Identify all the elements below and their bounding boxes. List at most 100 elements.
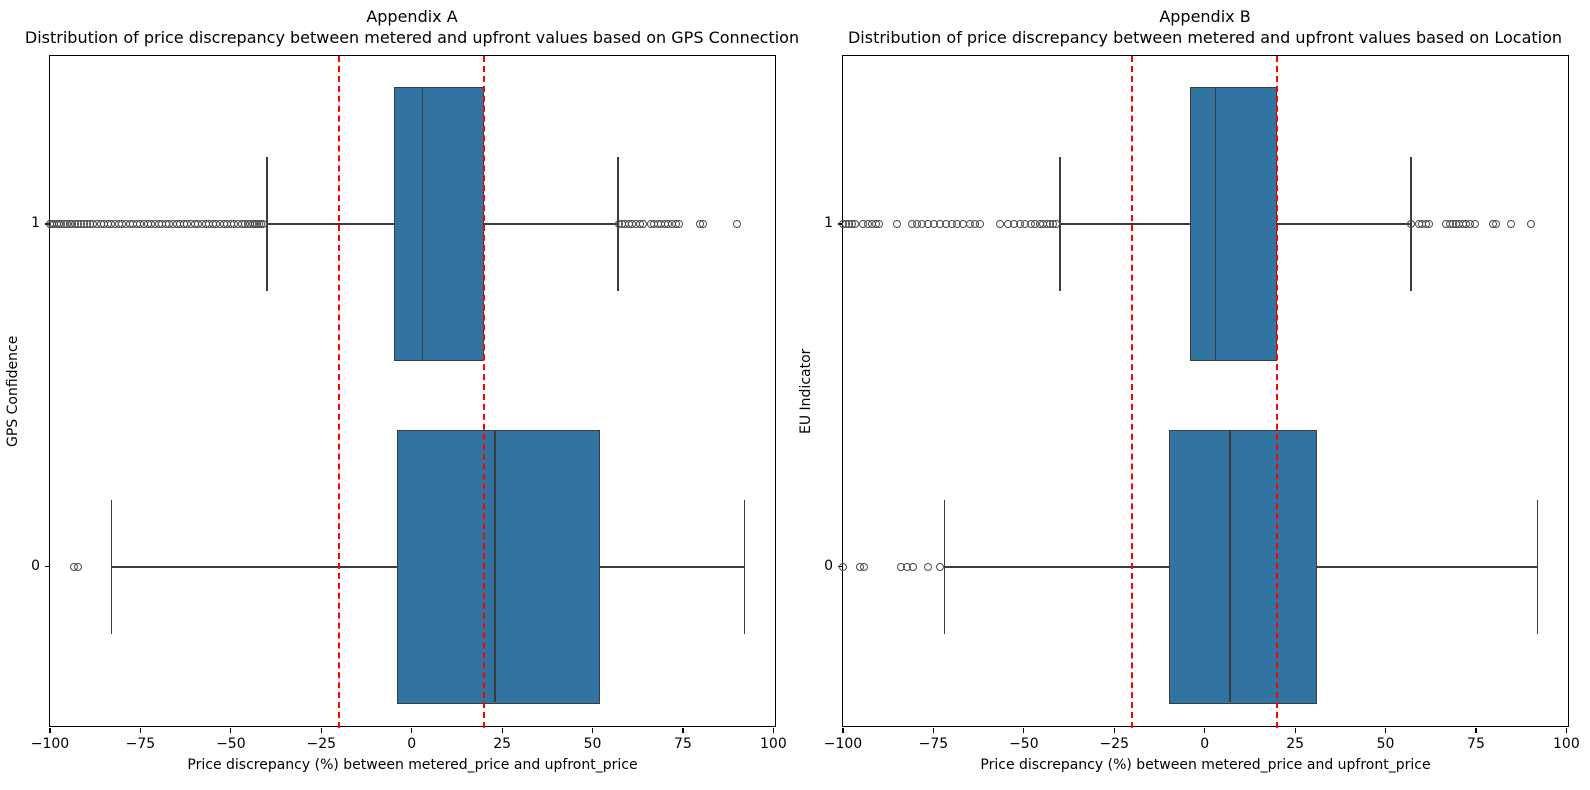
plot-title-line2: Distribution of price discrepancy betwee… [24, 28, 800, 47]
outlier-point [839, 562, 847, 571]
x-tick-label: 75 [1467, 736, 1485, 752]
whisker-low [944, 566, 1169, 568]
outlier-point [1406, 220, 1415, 228]
x-tick [1384, 728, 1387, 733]
x-tick [682, 728, 684, 733]
outlier-point [875, 220, 884, 228]
whisker-low [1060, 223, 1191, 225]
x-axis-label: Price discrepancy (%) between metered_pr… [980, 757, 1431, 773]
x-tick-label: 100 [1553, 736, 1580, 752]
plot-title: Appendix B Distribution of price discrep… [785, 6, 1590, 48]
outlier-point [1051, 220, 1060, 228]
x-tick [411, 728, 413, 733]
x-tick [1204, 728, 1206, 733]
x-tick [501, 728, 503, 733]
plot-title-line2: Distribution of price discrepancy betwee… [847, 28, 1563, 47]
x-tick-label: 25 [1286, 736, 1305, 752]
x-tick-label: 100 [760, 736, 787, 752]
whisker-cap-low [1059, 157, 1061, 291]
plot-title-line1: Appendix A [366, 7, 458, 26]
outlier-point [892, 220, 901, 228]
plot-title: Appendix A Distribution of price discrep… [0, 6, 832, 48]
y-tick-label: 1 [824, 215, 833, 231]
outlier-point [259, 220, 268, 228]
whisker-high [1316, 566, 1538, 568]
outlier-point [733, 220, 742, 228]
whisker-cap-low [110, 500, 113, 634]
x-tick-label: 50 [583, 736, 602, 752]
x-tick [1565, 728, 1567, 733]
outlier-point [935, 562, 944, 571]
box [1168, 429, 1317, 704]
red-dashed-line [1276, 56, 1279, 728]
whisker-high [599, 566, 745, 568]
outlier-point [1526, 220, 1535, 228]
median-line [494, 431, 496, 703]
x-tick [1475, 728, 1477, 733]
whisker-high [1277, 223, 1411, 225]
x-tick-label: 0 [407, 736, 417, 752]
x-tick [320, 728, 322, 733]
y-tick-label: 1 [31, 215, 40, 231]
x-tick-label: −75 [125, 736, 156, 752]
x-tick-label: −50 [1009, 736, 1039, 752]
outlier-point [1507, 220, 1516, 228]
x-tick-label: −75 [918, 736, 949, 752]
x-tick-label: 50 [1376, 736, 1395, 752]
whisker-cap-high [743, 500, 746, 634]
outlier-point [699, 220, 708, 228]
y-axis-label: GPS Confidence [5, 335, 21, 447]
x-tick [772, 728, 774, 733]
box [1190, 86, 1278, 362]
x-tick [1294, 728, 1296, 733]
red-dashed-line [338, 56, 341, 728]
x-tick [230, 728, 232, 733]
x-tick-label: −50 [216, 736, 246, 752]
x-tick-label: 25 [493, 736, 512, 752]
whisker-low [267, 223, 394, 225]
outlier-point [860, 562, 869, 571]
median-line [1214, 88, 1217, 360]
x-axis-label: Price discrepancy (%) between metered_pr… [187, 757, 638, 773]
outlier-point [74, 562, 83, 571]
x-tick-label: 75 [674, 736, 692, 752]
outlier-point [850, 220, 859, 228]
x-tick-label: −100 [823, 736, 863, 752]
red-dashed-line [483, 56, 486, 728]
y-tick-label: 0 [31, 557, 40, 574]
outlier-point [909, 562, 918, 571]
x-tick-label: −100 [30, 736, 70, 752]
plot-title-line1: Appendix B [1159, 7, 1251, 26]
y-axis-label: EU Indicator [798, 348, 814, 434]
median-line [421, 88, 424, 360]
x-tick [842, 728, 844, 733]
box [397, 429, 600, 704]
outlier-point [1470, 220, 1479, 228]
outlier-point [1424, 220, 1433, 228]
median-line [1229, 431, 1231, 703]
x-tick [1113, 728, 1115, 733]
x-tick-label: 0 [1200, 736, 1210, 752]
plot-area: −100 −75 −50 −25 0 25 50 75 100 1 0 [824, 55, 1580, 752]
x-tick [49, 728, 51, 733]
plot-area: −100 −75 −50 −25 0 25 50 75 100 1 0 [31, 55, 787, 752]
x-tick-label: −25 [1099, 736, 1130, 752]
boxplot-gps-connection: Appendix A Distribution of price discrep… [5, 7, 799, 773]
outlier-point [639, 220, 648, 228]
outlier-point [675, 220, 684, 228]
outlier-point [1492, 220, 1501, 228]
x-tick [1023, 728, 1025, 733]
whisker-low [111, 566, 398, 568]
x-tick [591, 728, 594, 733]
y-tick [45, 566, 50, 568]
x-tick [932, 728, 934, 733]
x-tick-label: −25 [306, 736, 337, 752]
boxplot-location: Appendix B Distribution of price discrep… [798, 7, 1580, 773]
whisker-cap-low [943, 500, 945, 634]
whisker-high [484, 223, 618, 225]
red-dashed-line [1131, 56, 1134, 728]
outlier-point [976, 220, 985, 228]
whisker-cap-high [1536, 500, 1539, 634]
y-tick-label: 0 [824, 557, 833, 574]
